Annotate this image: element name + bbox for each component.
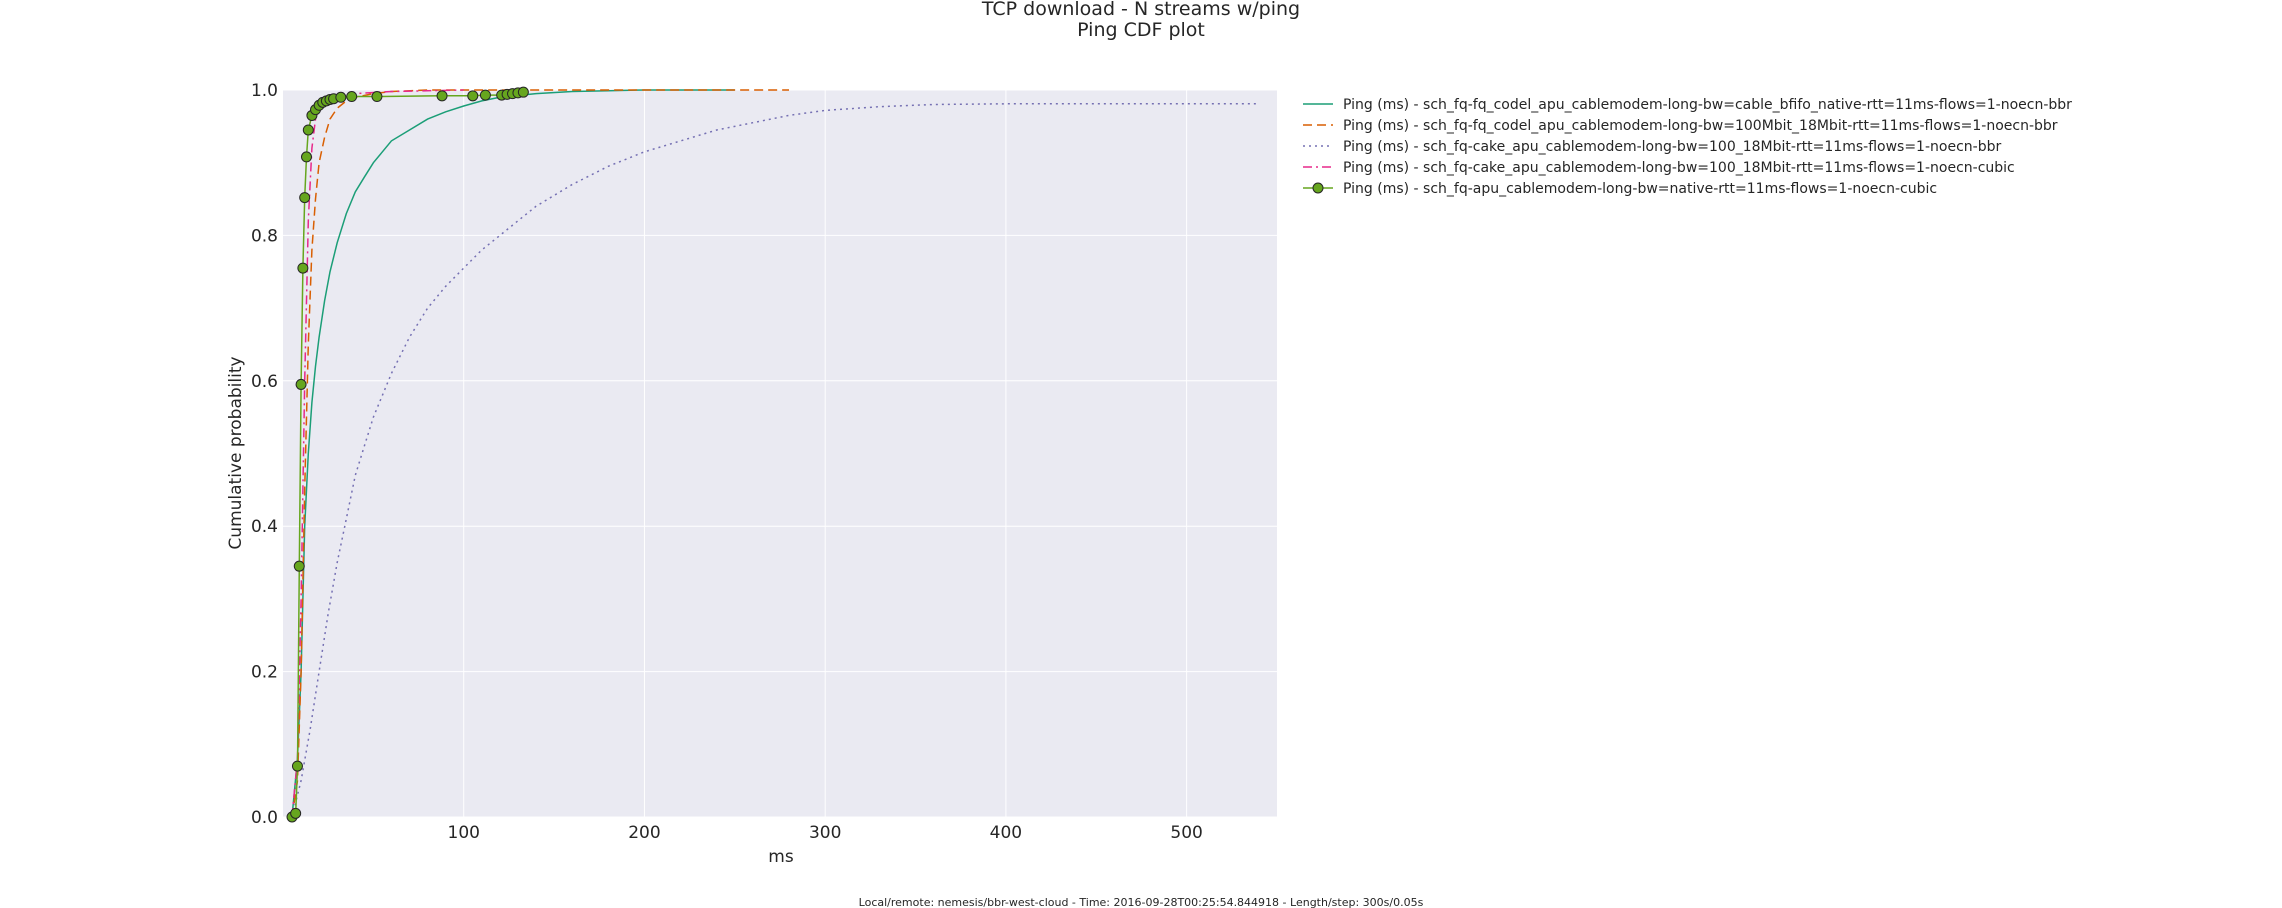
series-5-point	[302, 124, 314, 136]
x-tick-label: 100	[448, 823, 480, 843]
x-tick-label: 200	[628, 823, 660, 843]
series-5-point	[293, 560, 305, 572]
series-5-point	[346, 91, 358, 103]
series-5-point	[300, 151, 312, 163]
series-5-point	[479, 89, 491, 101]
legend-entry-label: Ping (ms) - sch_fq-cake_apu_cablemodem-l…	[1343, 139, 2001, 155]
x-tick-label: 300	[809, 823, 841, 843]
y-axis-label: Cumulative probability	[226, 356, 246, 549]
series-5-point	[436, 90, 448, 102]
legend-entry-label: Ping (ms) - sch_fq-apu_cablemodem-long-b…	[1343, 181, 1937, 197]
series-5-point	[290, 807, 302, 819]
series-5-point	[517, 86, 529, 98]
series-5-point	[299, 192, 311, 204]
series-line-2	[291, 89, 789, 818]
series-5-point	[467, 90, 479, 102]
chart-subtitle: Ping CDF plot	[1077, 19, 1205, 41]
series-5-point	[371, 91, 383, 103]
y-tick-label: 0.8	[251, 226, 278, 246]
legend: Ping (ms) - sch_fq-fq_codel_apu_cablemod…	[1303, 97, 2072, 197]
series-5-point	[297, 262, 309, 274]
series-group	[286, 86, 1259, 823]
y-tick-label: 0.4	[251, 517, 278, 537]
x-axis-label: ms	[768, 847, 794, 867]
legend-entry-label: Ping (ms) - sch_fq-fq_codel_apu_cablemod…	[1343, 97, 2072, 113]
y-tick-label: 0.2	[251, 663, 278, 683]
legend-entry-label: Ping (ms) - sch_fq-cake_apu_cablemodem-l…	[1343, 160, 2015, 176]
legend-entry-label: Ping (ms) - sch_fq-fq_codel_apu_cablemod…	[1343, 118, 2058, 134]
y-tick-label: 0.0	[251, 808, 278, 828]
tick-labels: 100 200 300 400 500 0.0 0.2 0.4 0.6 0.8 1.0	[251, 81, 1203, 843]
chart-title: TCP download - N streams w/ping	[981, 0, 1300, 20]
series-5-point	[291, 760, 303, 772]
footer-note: Local/remote: nemesis/bbr-west-cloud - T…	[859, 896, 1424, 908]
y-tick-label: 0.6	[251, 372, 278, 392]
series-5-point	[295, 378, 307, 390]
series-5-point	[335, 91, 347, 103]
x-tick-label: 400	[990, 823, 1022, 843]
y-tick-label: 1.0	[251, 81, 278, 101]
plot-area	[283, 90, 1277, 817]
x-tick-label: 500	[1170, 823, 1202, 843]
legend-marker	[1312, 182, 1324, 194]
